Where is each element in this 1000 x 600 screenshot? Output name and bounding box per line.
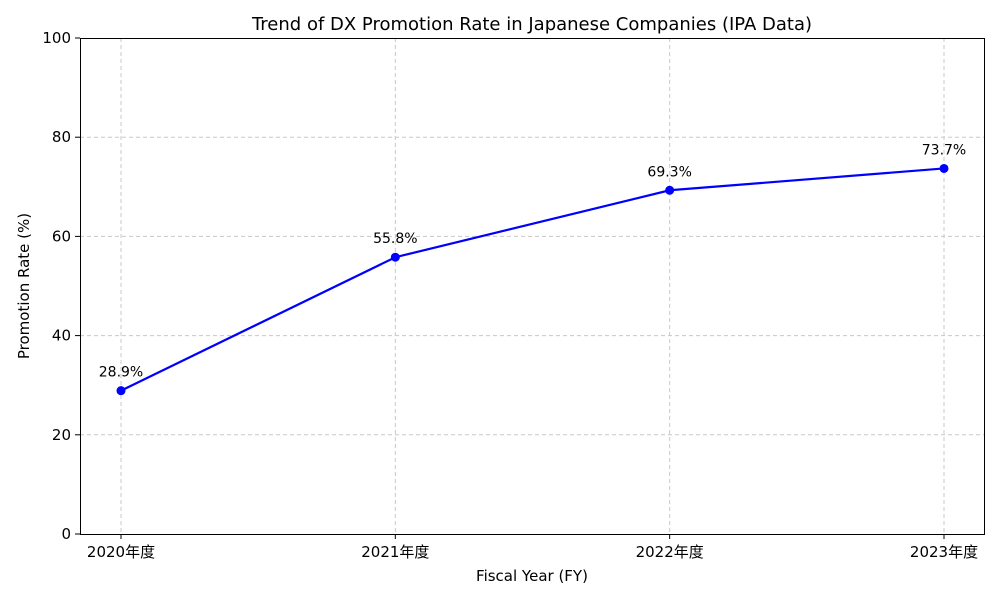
y-tick-label: 60 bbox=[52, 227, 71, 245]
y-axis-label: Promotion Rate (%) bbox=[15, 213, 33, 359]
data-point bbox=[116, 386, 126, 396]
data-label: 55.8% bbox=[373, 231, 417, 247]
data-point bbox=[939, 163, 949, 173]
y-tick-label: 20 bbox=[52, 426, 71, 444]
data-label: 73.7% bbox=[922, 142, 966, 158]
y-tick-label: 40 bbox=[52, 327, 71, 345]
x-tick-label: 2023年度 bbox=[910, 543, 978, 561]
x-tick-label: 2022年度 bbox=[636, 543, 704, 561]
data-label: 69.3% bbox=[647, 164, 691, 180]
chart-title: Trend of DX Promotion Rate in Japanese C… bbox=[251, 14, 812, 35]
data-point bbox=[390, 252, 400, 262]
y-tick-label: 100 bbox=[42, 29, 71, 47]
y-tick-label: 80 bbox=[52, 128, 71, 146]
data-point bbox=[665, 185, 675, 195]
data-label: 28.9% bbox=[99, 365, 143, 381]
series-line bbox=[120, 167, 945, 392]
x-tick-label: 2020年度 bbox=[87, 543, 155, 561]
y-tick-label: 0 bbox=[61, 525, 71, 543]
x-tick-label: 2021年度 bbox=[361, 543, 429, 561]
x-axis-label: Fiscal Year (FY) bbox=[476, 567, 588, 585]
plot-frame bbox=[80, 38, 985, 535]
